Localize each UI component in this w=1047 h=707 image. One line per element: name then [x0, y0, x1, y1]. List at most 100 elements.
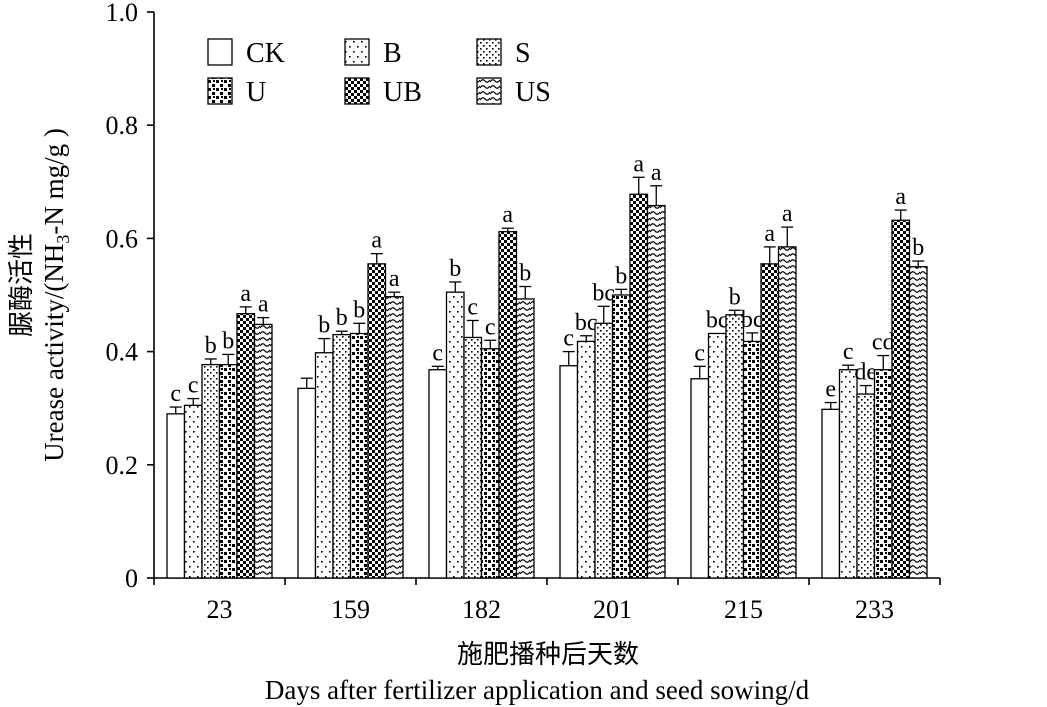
- x-tick-label: 182: [462, 595, 501, 624]
- significance-label: c: [188, 373, 199, 399]
- legend-swatch-U: [207, 77, 233, 105]
- bar-CK-233: [821, 408, 841, 579]
- significance-label: b: [353, 297, 365, 323]
- significance-label: c: [694, 340, 705, 366]
- bar-U-215: [742, 340, 762, 579]
- bar-UB-215: [760, 263, 780, 579]
- significance-label: b: [615, 263, 627, 289]
- bar-U-159: [349, 332, 369, 579]
- y-tick-label: 0.8: [106, 111, 139, 140]
- significance-label: a: [240, 281, 251, 307]
- significance-label: de: [854, 360, 877, 386]
- y-axis-title-cn: 脲酶活性: [7, 233, 37, 337]
- bar-US-233: [908, 266, 928, 579]
- bar-US-159: [384, 296, 404, 579]
- significance-label: a: [389, 266, 400, 292]
- x-tick-label: 233: [855, 595, 894, 624]
- bar-B-182: [445, 291, 465, 579]
- legend-swatch-US: [476, 77, 502, 105]
- y-axis-title-en-post: -N mg/g ): [39, 128, 69, 234]
- bar-U-182: [480, 348, 500, 579]
- significance-label: b: [912, 235, 924, 261]
- significance-label: b: [222, 328, 234, 354]
- significance-label: bc: [706, 307, 729, 333]
- bar-CK-215: [690, 378, 710, 579]
- y-tick-label: 0.2: [106, 451, 139, 480]
- bar-S-233: [856, 393, 876, 579]
- bar-B-23: [183, 404, 203, 579]
- significance-label: bc: [575, 310, 598, 336]
- bar-B-233: [838, 369, 858, 579]
- bar-B-215: [707, 332, 727, 579]
- significance-label: a: [782, 201, 793, 227]
- legend-label-UB: UB: [383, 77, 422, 108]
- legend-swatch-S: [476, 38, 502, 66]
- bar-US-215: [777, 246, 797, 579]
- bar-S-23: [201, 363, 221, 579]
- bar-B-159: [314, 352, 334, 579]
- bar-US-201: [646, 204, 666, 579]
- legend-swatch-CK: [207, 38, 233, 66]
- significance-label: e: [825, 377, 836, 403]
- significance-label: b: [729, 284, 741, 310]
- y-ticks: 0 0.2 0.4 0.6 0.8 1.0: [106, 0, 154, 593]
- bar-UB-233: [891, 219, 911, 579]
- significance-label: c: [467, 294, 478, 320]
- significance-label: b: [336, 305, 348, 331]
- bar-S-215: [725, 314, 745, 579]
- bar-CK-159: [297, 387, 317, 579]
- bar-S-201: [594, 322, 614, 579]
- y-axis-title-en-sub: 3: [53, 235, 73, 244]
- bar-CK-201: [559, 365, 579, 579]
- significance-label: a: [651, 160, 662, 186]
- significance-label: c: [432, 340, 443, 366]
- y-tick-label: 0: [125, 564, 138, 593]
- significance-label: a: [258, 292, 269, 318]
- legend-label-U: U: [246, 77, 266, 108]
- legend-label-S: S: [515, 38, 531, 69]
- significance-label: b: [449, 256, 461, 282]
- x-tick-label: 215: [724, 595, 763, 624]
- significance-label: c: [485, 314, 496, 340]
- legend-label-B: B: [383, 38, 402, 69]
- bar-U-201: [611, 294, 631, 579]
- x-ticks: 23 159 182 201 215 233: [153, 578, 941, 624]
- significance-label: a: [764, 221, 775, 247]
- significance-label: a: [895, 184, 906, 210]
- x-tick-label: 23: [207, 595, 233, 624]
- significance-label: c: [563, 326, 574, 352]
- significance-label: bc: [592, 280, 615, 306]
- y-tick-label: 0.4: [106, 338, 139, 367]
- significance-label: cd: [872, 330, 895, 356]
- bar-CK-182: [428, 369, 448, 579]
- bar-UB-159: [367, 263, 387, 579]
- x-tick-label: 201: [593, 595, 632, 624]
- bar-US-23: [253, 323, 273, 579]
- significance-label: b: [318, 313, 330, 339]
- y-tick-label: 1.0: [106, 0, 139, 27]
- legend: CK B S U UB US: [207, 38, 551, 108]
- y-axis-title-en: Urease activity/(NH3-N mg/g ): [39, 128, 73, 462]
- bar-B-201: [576, 340, 596, 579]
- significance-label: c: [170, 381, 181, 407]
- significance-label: c: [843, 339, 854, 365]
- bar-UB-201: [629, 193, 649, 579]
- x-axis-title-cn: 施肥播种后天数: [457, 640, 639, 670]
- significance-label: a: [502, 202, 513, 228]
- significance-label: b: [519, 261, 531, 287]
- significance-label: bc: [741, 307, 764, 333]
- x-tick-label: 159: [331, 595, 370, 624]
- bar-US-182: [515, 298, 535, 579]
- legend-label-US: US: [515, 77, 551, 108]
- bar-UB-23: [236, 313, 256, 579]
- significance-label: a: [371, 228, 382, 254]
- significance-label: a: [633, 151, 644, 177]
- x-axis-title-en: Days after fertilizer application and se…: [265, 675, 810, 705]
- bar-U-233: [873, 369, 893, 579]
- significance-label: b: [205, 333, 217, 359]
- bar-S-182: [463, 336, 483, 579]
- bar-CK-23: [166, 413, 186, 579]
- bar-UB-182: [498, 230, 518, 579]
- legend-label-CK: CK: [246, 38, 285, 69]
